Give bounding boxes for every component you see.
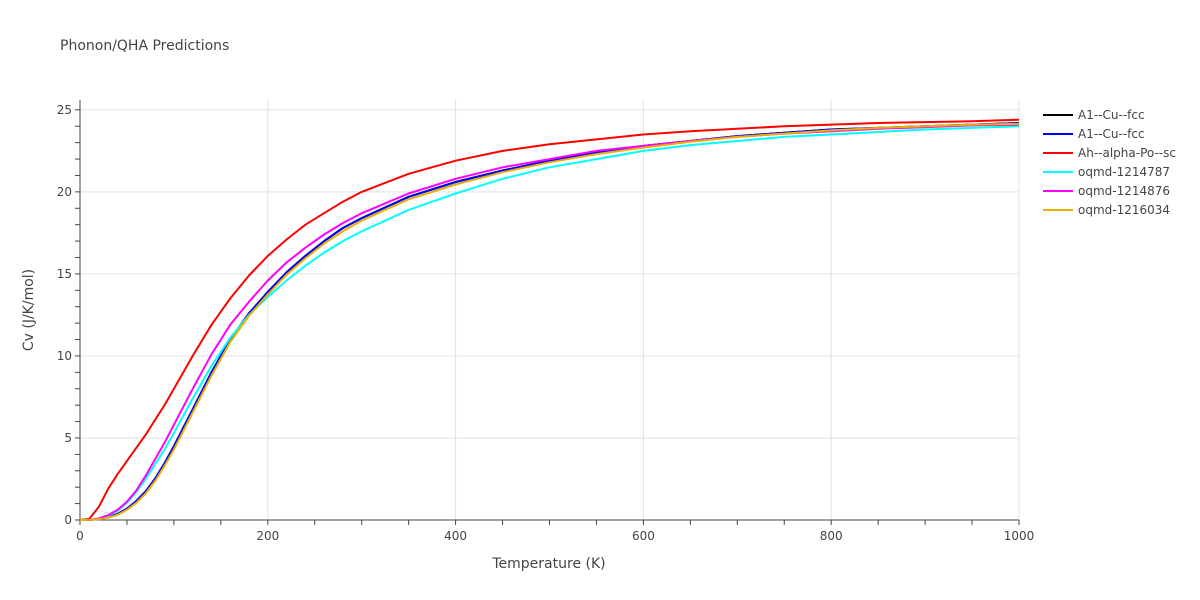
legend-label-3: oqmd-1214787 [1078,165,1170,179]
legend-label-4: oqmd-1214876 [1078,184,1170,198]
x-tick-label: 1000 [1004,529,1035,543]
series-line-1 [79,122,1020,521]
y-tick-label: 20 [57,185,72,199]
y-tick-label: 25 [57,103,72,117]
tick-labels: 0 200 400 600 800 1000 0 5 10 15 20 25 [57,103,1035,543]
chart-title: Phonon/QHA Predictions [60,38,229,54]
series-line-4 [79,123,1020,521]
legend-label-5: oqmd-1216034 [1078,203,1170,217]
plot-area [79,118,1020,521]
x-tick-label: 200 [256,529,279,543]
series-line-0 [79,122,1020,521]
x-tick-label: 0 [76,529,84,543]
legend-label-0: A1--Cu--fcc [1078,108,1145,122]
x-tick-label: 400 [444,529,467,543]
axes [75,100,1020,525]
y-tick-label: 5 [64,431,72,445]
x-tick-label: 600 [632,529,655,543]
x-tick-label: 800 [820,529,843,543]
y-tick-label: 15 [57,267,72,281]
legend-label-1: A1--Cu--fcc [1078,127,1145,141]
y-axis-label: Cv (J/K/mol) [21,269,37,351]
series-line-3 [79,125,1020,521]
grid-lines [80,100,1020,520]
x-axis-label: Temperature (K) [491,556,605,572]
legend: A1--Cu--fcc A1--Cu--fcc Ah--alpha-Po--sc oq… [1043,108,1176,217]
series-line-5 [79,122,1020,521]
series-line-2 [79,118,1020,521]
y-tick-label: 10 [57,349,72,363]
y-tick-label: 0 [64,513,72,527]
legend-label-2: Ah--alpha-Po--sc [1078,146,1176,160]
